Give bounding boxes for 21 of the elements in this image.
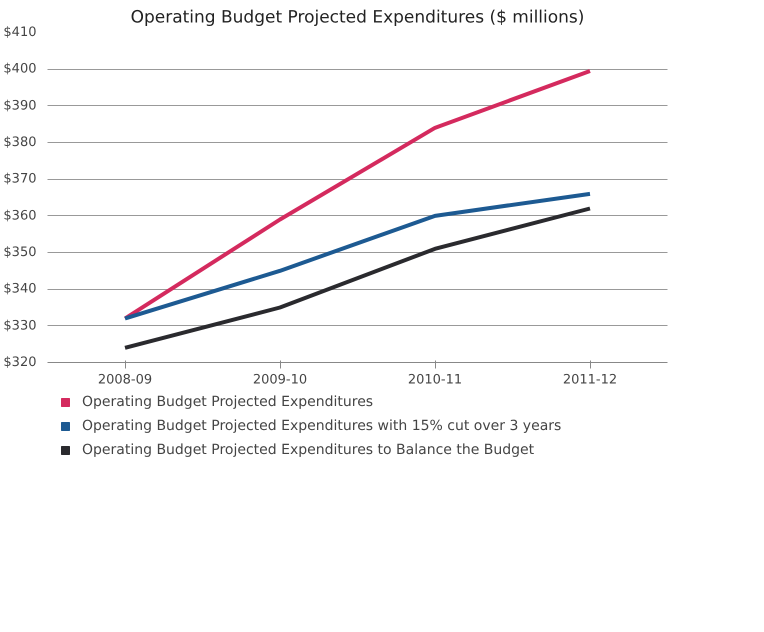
y-tick-label: $400 [3,62,37,77]
x-tick-label: 2009-10 [252,372,308,388]
y-tick-label: $360 [3,208,37,224]
legend-label: Operating Budget Projected Expenditures [82,394,374,410]
y-tick-label: $350 [3,245,37,260]
chart-title: Operating Budget Projected Expenditures ($ millions) [130,8,584,28]
line-series [123,69,592,320]
line-series [123,206,592,350]
y-tick-label: $390 [3,98,37,114]
y-tick-label: $320 [3,355,37,370]
x-tick-label: 2008-09 [98,372,152,388]
y-tick-label: $370 [3,172,37,187]
y-tick-label: $410 [3,25,37,40]
x-tick-label: 2011-12 [562,372,618,388]
y-tick-label: $330 [3,318,37,334]
line-series [123,192,592,320]
legend-label: Operating Budget Projected Expenditures to Balance the Budget [82,442,534,458]
legend-label: Operating Budget Projected Expenditures with 15% cut over 3 years [82,418,562,434]
y-tick-label: $340 [3,282,37,297]
x-tick-label: 2010-11 [408,372,462,388]
y-tick-label: $380 [3,135,37,150]
